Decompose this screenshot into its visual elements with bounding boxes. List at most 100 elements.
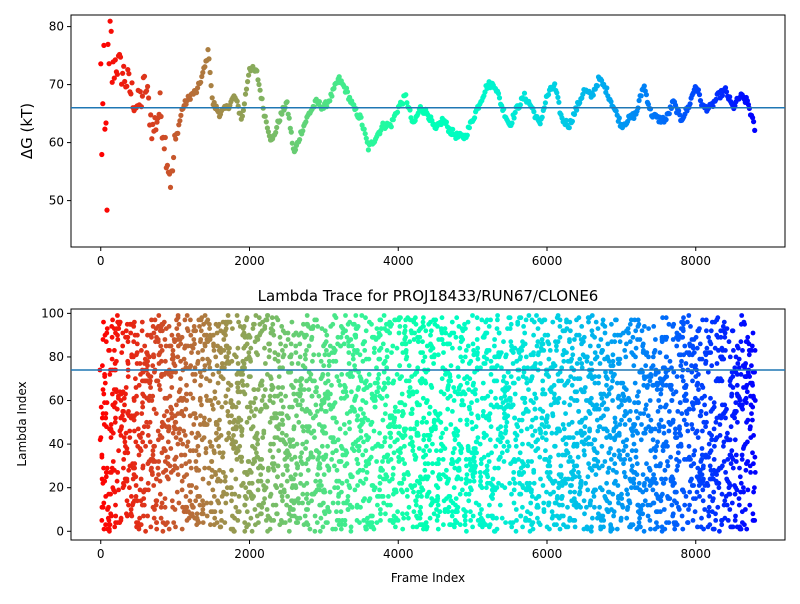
lambda-point [631, 441, 637, 447]
delta-g-point [645, 101, 652, 107]
lambda-point [631, 363, 637, 369]
lambda-point [488, 372, 494, 377]
lambda-point [197, 502, 203, 508]
lambda-point [544, 415, 550, 421]
lambda-point [169, 406, 175, 412]
lambda-point [589, 467, 595, 473]
lambda-point [134, 350, 140, 355]
lambda-point [297, 402, 303, 408]
lambda-point [594, 417, 600, 423]
lambda-point [514, 422, 520, 427]
lambda-point [459, 326, 465, 331]
lambda-point [312, 513, 318, 519]
lambda-point [219, 361, 225, 366]
lambda-point [132, 461, 138, 467]
lambda-point [638, 437, 644, 443]
lambda-point [252, 321, 257, 327]
lambda-point [315, 472, 320, 477]
lambda-point [636, 480, 642, 486]
lambda-point [574, 441, 580, 447]
lambda-point [627, 417, 633, 423]
lambda-point [133, 439, 139, 445]
lambda-point [284, 463, 290, 469]
lambda-point [297, 354, 303, 360]
lambda-point [710, 496, 716, 501]
lambda-point [475, 435, 481, 440]
lambda-point [703, 424, 708, 430]
lambda-point [574, 361, 580, 366]
lambda-point [156, 472, 161, 477]
lambda-point [321, 472, 327, 477]
lambda-point [270, 321, 276, 327]
lambda-point [270, 400, 276, 406]
delta-g-point [631, 115, 637, 121]
lambda-point [589, 441, 594, 447]
lambda-point [702, 393, 707, 399]
lambda-point [542, 391, 548, 397]
lambda-point [433, 424, 438, 430]
lambda-point [711, 526, 717, 532]
lambda-point [191, 504, 196, 510]
lambda-point [729, 448, 735, 454]
lambda-point [326, 358, 332, 364]
lambda-point [274, 485, 280, 491]
lambda-point [608, 457, 614, 462]
lambda-point [299, 376, 305, 382]
lambda-point [303, 356, 308, 362]
lambda-point [107, 372, 113, 377]
lambda-point [586, 319, 591, 325]
lambda-point [502, 485, 508, 491]
lambda-point [116, 448, 121, 454]
lambda-point [255, 487, 261, 493]
lambda-point [298, 480, 303, 486]
delta-g-point [114, 71, 120, 77]
lambda-point [557, 317, 563, 323]
lambda-point [650, 363, 656, 369]
lambda-point [502, 411, 507, 416]
lambda-point [681, 315, 686, 321]
lambda-point [138, 476, 144, 482]
lambda-point [270, 454, 276, 460]
lambda-point [702, 507, 708, 512]
lambda-point [316, 454, 322, 460]
lambda-point [532, 365, 538, 371]
lambda-point [512, 345, 518, 351]
lambda-point [627, 339, 633, 345]
lambda-point [629, 448, 635, 454]
lambda-point [124, 513, 130, 519]
lambda-point [651, 324, 657, 329]
lambda-point [123, 391, 128, 397]
delta-g-point [164, 162, 170, 168]
lambda-point [296, 419, 302, 425]
lambda-point [640, 511, 646, 517]
lambda-point [120, 343, 126, 349]
lambda-point [490, 491, 496, 497]
lambda-point [173, 369, 179, 375]
lambda-point [547, 470, 553, 475]
lambda-point [665, 463, 671, 469]
lambda-point [374, 365, 379, 371]
lambda-point [679, 358, 684, 364]
lambda-point [556, 485, 561, 491]
lambda-point [456, 467, 462, 473]
lambda-point [514, 433, 520, 438]
lambda-point [746, 352, 752, 358]
lambda-point [312, 378, 317, 384]
lambda-point [255, 337, 261, 342]
lambda-point [479, 317, 485, 323]
lambda-point [565, 476, 571, 482]
lambda-point [343, 328, 348, 334]
lambda-point [647, 518, 653, 523]
lambda-point [428, 382, 434, 388]
lambda-point [115, 470, 121, 475]
lambda-y-tick-label: 0 [56, 524, 64, 538]
lambda-point [452, 437, 458, 443]
lambda-point [397, 324, 403, 329]
lambda-point [474, 337, 480, 342]
delta-g-point [666, 111, 672, 117]
lambda-point [494, 526, 500, 532]
lambda-point [703, 317, 709, 323]
lambda-point [518, 315, 524, 321]
lambda-point [427, 433, 433, 438]
lambda-point [636, 400, 641, 406]
